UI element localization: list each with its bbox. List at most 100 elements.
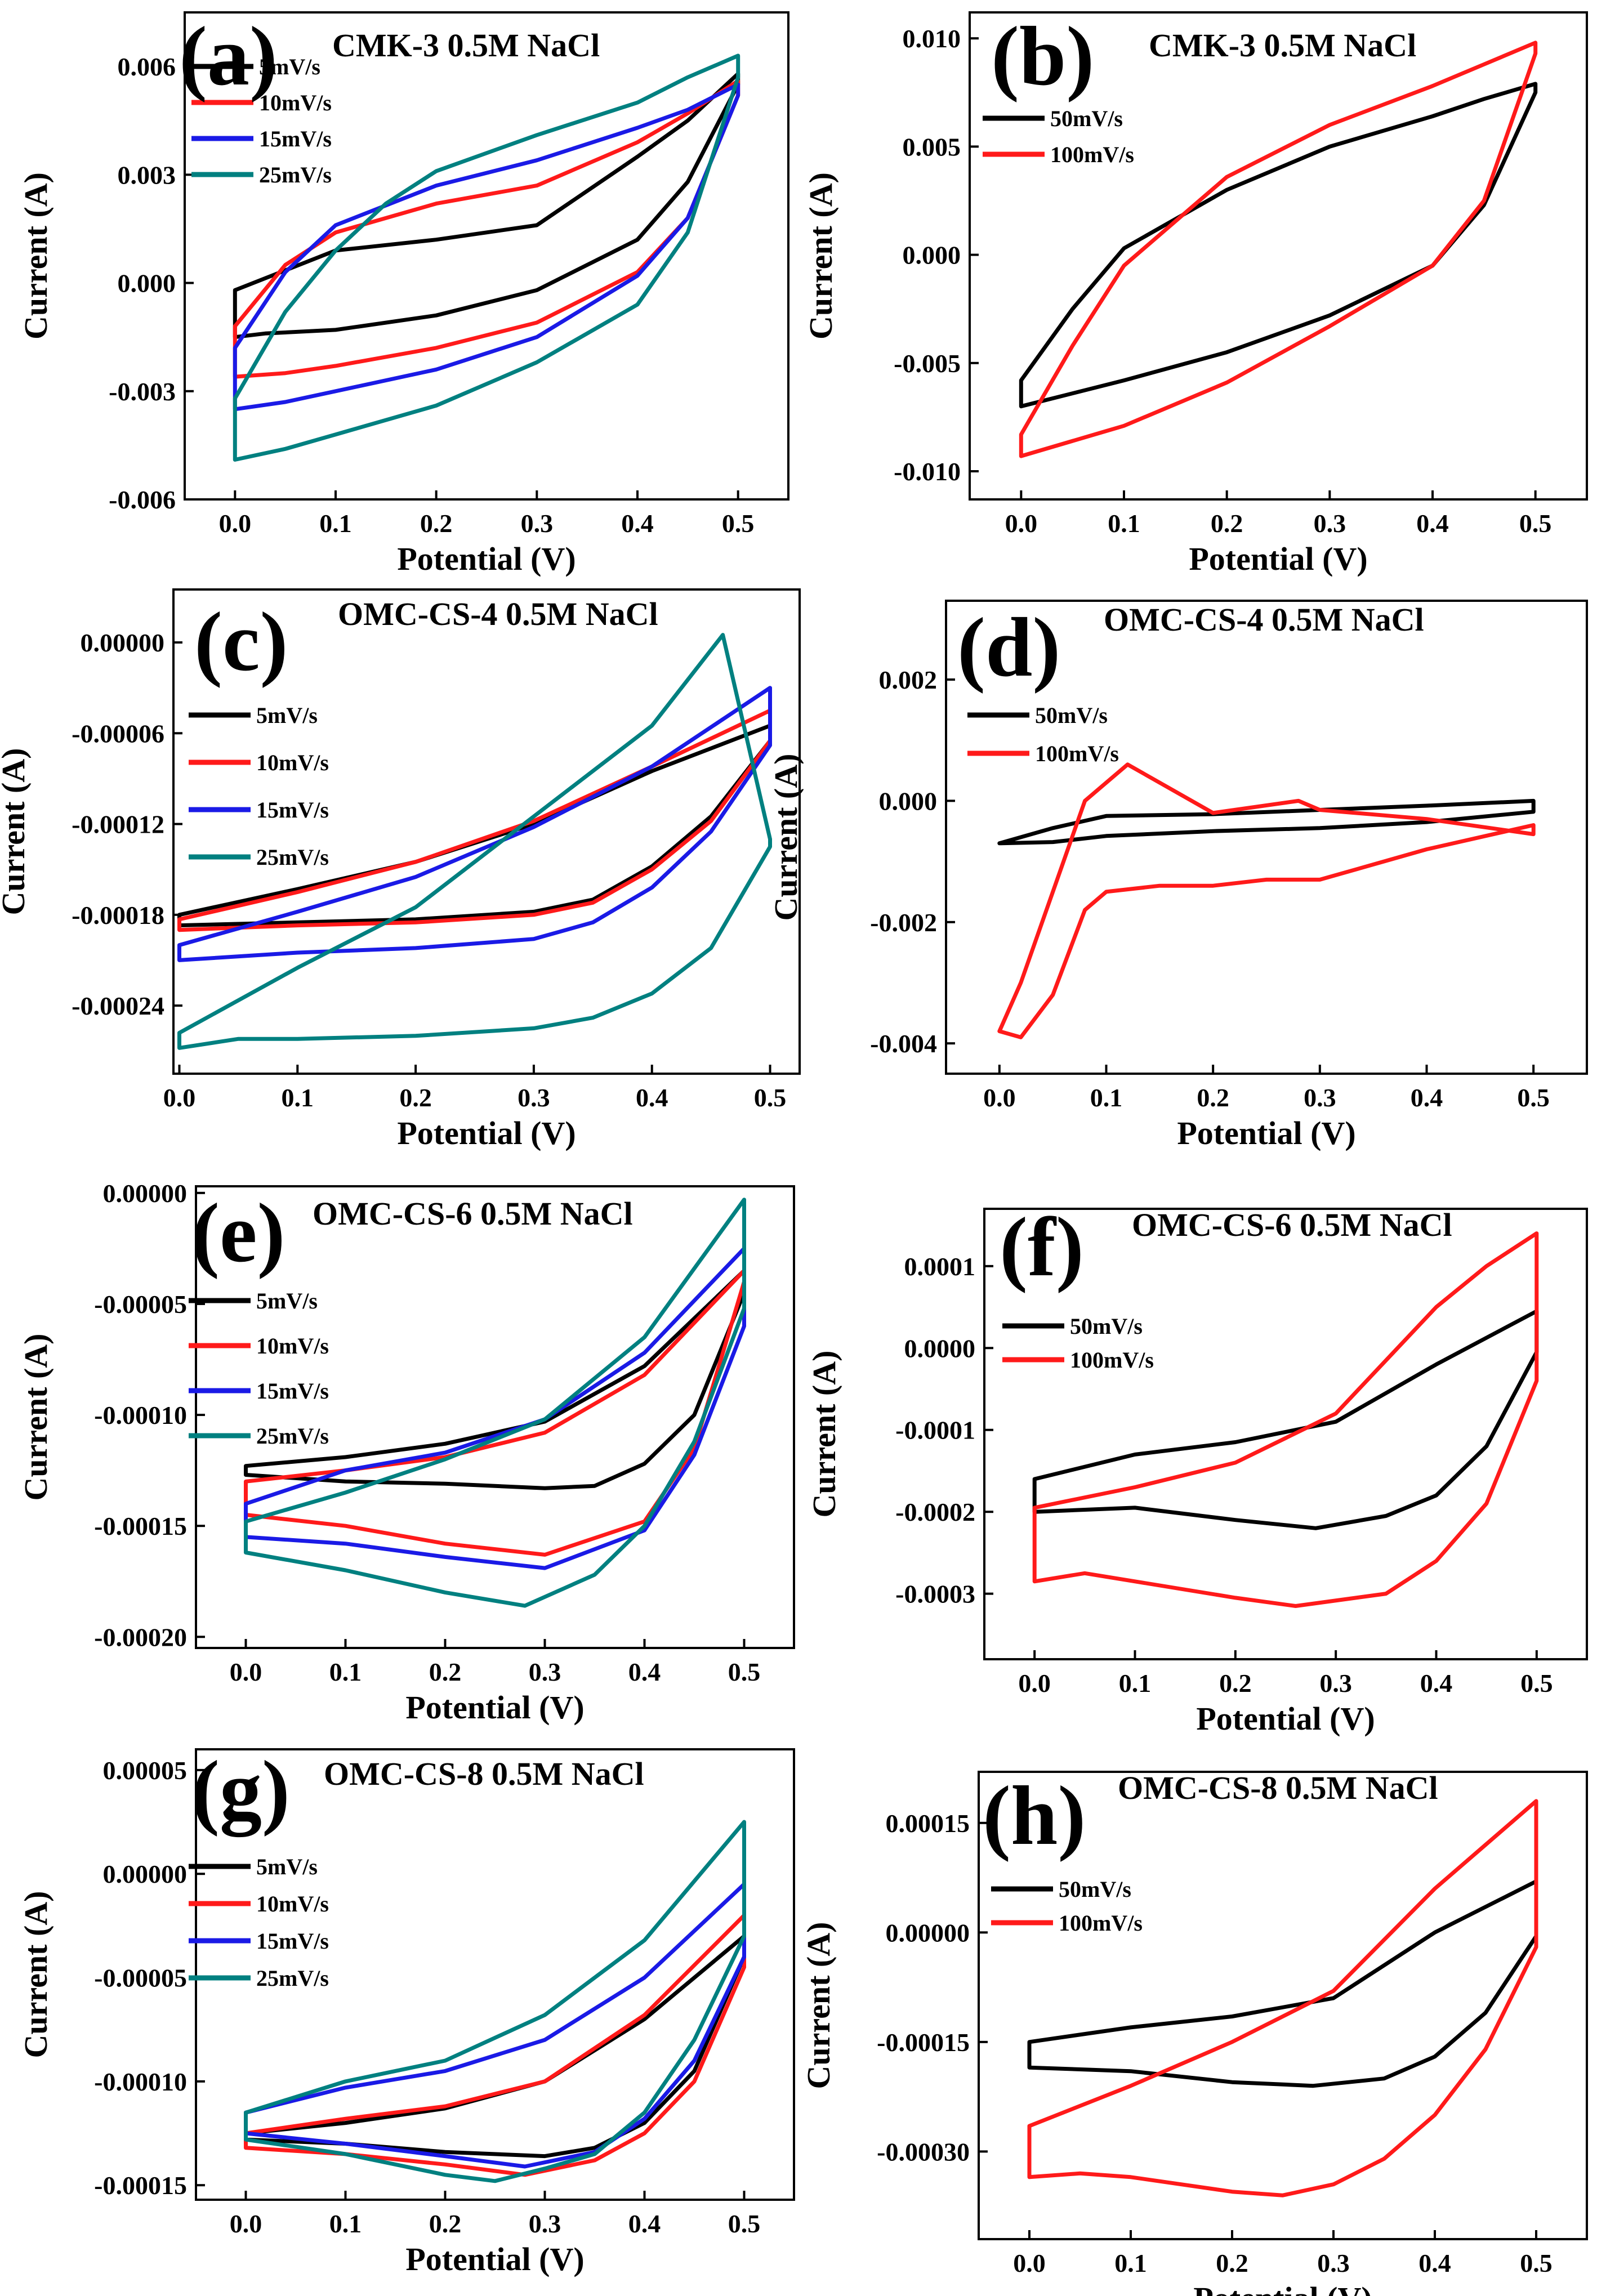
y-tick-label: -0.005 — [894, 349, 961, 378]
legend-label: 50mV/s — [1050, 106, 1123, 131]
x-axis-label: Potential (V) — [397, 1115, 576, 1151]
y-tick-label: -0.00005 — [94, 1290, 187, 1319]
y-tick-label: -0.010 — [894, 457, 961, 486]
y-tick-label: -0.00020 — [94, 1623, 187, 1651]
x-tick-label: 0.4 — [1416, 509, 1449, 538]
panel-title: OMC-CS-6 0.5M NaCl — [313, 1195, 633, 1232]
series-25mV-per-s — [233, 53, 740, 462]
x-tick-label: 0.0 — [983, 1083, 1016, 1112]
y-tick-label: -0.00015 — [94, 1512, 187, 1540]
plot-frame — [945, 600, 1588, 1075]
x-tick-label: 0.4 — [628, 1658, 661, 1686]
x-tick-label: 0.3 — [1304, 1083, 1336, 1112]
x-tick-label: 0.3 — [529, 2209, 561, 2238]
y-tick-label: -0.0003 — [895, 1580, 975, 1609]
y-axis-label: Current (A) — [806, 1351, 842, 1518]
x-axis-label: Potential (V) — [405, 1689, 584, 1726]
series-100mV-per-s — [997, 762, 1536, 1039]
legend-label: 15mV/s — [259, 126, 332, 151]
y-tick-label: -0.00010 — [94, 2067, 187, 2096]
legend-label: 100mV/s — [1059, 1910, 1143, 1936]
panel-f: 0.0 0.1 0.2 0.3 0.4 0.5 -0.0003 -0.0002 -0.0001 0… — [806, 1200, 1588, 1737]
y-tick-label: 0.005 — [903, 132, 961, 161]
legend-label: 10mV/s — [256, 1333, 329, 1359]
x-tick-label: 0.5 — [1517, 1083, 1550, 1112]
x-axis-label: Potential (V) — [397, 541, 576, 577]
y-axis-label: Current (A) — [0, 748, 32, 915]
y-axis-label: Current (A) — [768, 754, 804, 921]
legend-label: 25mV/s — [256, 1966, 329, 1991]
legend-label: 10mV/s — [256, 750, 329, 775]
x-tick-label: 0.0 — [1013, 2249, 1046, 2277]
panel-c: 0.0 0.1 0.2 0.3 0.4 0.5 -0.00024 -0.00018 -0.000… — [0, 588, 801, 1151]
panel-g: 0.0 0.1 0.2 0.3 0.4 0.5 -0.00015 -0.00010 -0.000… — [17, 1744, 795, 2277]
x-tick-label: 0.2 — [1219, 1669, 1252, 1698]
legend-label: 50mV/s — [1059, 1877, 1131, 1902]
panel-e: 0.0 0.1 0.2 0.3 0.4 0.5 -0.00020 -0.00015 -0.000… — [17, 1179, 795, 1726]
x-axis-label: Potential (V) — [1196, 1700, 1375, 1737]
x-tick-label: 0.0 — [1005, 509, 1038, 538]
legend-label: 5mV/s — [256, 1288, 318, 1314]
legend-label: 5mV/s — [256, 1854, 318, 1879]
legend-label: 15mV/s — [256, 1378, 329, 1404]
x-tick-label: 0.5 — [754, 1083, 787, 1112]
x-tick-label: 0.2 — [1216, 2249, 1248, 2277]
x-tick-label: 0.0 — [230, 2209, 262, 2238]
legend-label: 25mV/s — [256, 845, 329, 870]
y-tick-label: -0.00018 — [72, 901, 164, 930]
x-tick-label: 0.3 — [1319, 1669, 1352, 1698]
y-tick-label: 0.00015 — [886, 1809, 970, 1838]
panel-letter: (c) — [194, 595, 288, 689]
plot-frame — [172, 588, 801, 1075]
x-axis-label: Potential (V) — [1177, 1115, 1355, 1151]
legend-label: 100mV/s — [1050, 142, 1134, 167]
x-tick-label: 0.5 — [1520, 1669, 1553, 1698]
legend-label: 10mV/s — [256, 1891, 329, 1917]
y-axis-label: Current (A) — [802, 172, 839, 340]
series-15mV-per-s — [233, 82, 740, 412]
series-50mV-per-s — [997, 798, 1536, 846]
x-tick-label: 0.5 — [722, 509, 755, 538]
x-tick-label: 0.1 — [329, 2209, 362, 2238]
panel-title: OMC-CS-8 0.5M NaCl — [324, 1755, 644, 1792]
x-tick-label: 0.4 — [1411, 1083, 1443, 1112]
panel-b: 0.0 0.1 0.2 0.3 0.4 0.5 -0.010 -0.005 0.000 0.005… — [802, 10, 1588, 577]
y-tick-label: 0.0000 — [904, 1334, 976, 1363]
x-tick-label: 0.1 — [1108, 509, 1140, 538]
x-axis-label: Potential (V) — [1193, 2280, 1372, 2296]
y-axis-label: Current (A) — [17, 1334, 54, 1501]
x-tick-label: 0.3 — [521, 509, 554, 538]
panel-title: CMK-3 0.5M NaCl — [332, 27, 600, 64]
series-50mV-per-s — [1019, 82, 1538, 409]
series-15mV-per-s — [244, 1246, 746, 1570]
series-50mV-per-s — [1032, 1309, 1539, 1530]
legend-label: 10mV/s — [259, 90, 332, 115]
panel-letter: (f) — [1000, 1200, 1084, 1294]
y-tick-label: 0.002 — [879, 665, 938, 694]
x-tick-label: 0.4 — [628, 2209, 661, 2238]
x-tick-label: 0.3 — [1317, 2249, 1350, 2277]
series-25mV-per-s — [244, 1198, 746, 1608]
y-tick-label: -0.003 — [109, 377, 176, 406]
x-tick-label: 0.0 — [1018, 1669, 1051, 1698]
x-axis-label: Potential (V) — [405, 2241, 584, 2277]
y-axis-label: Current (A) — [17, 1891, 54, 2058]
y-tick-label: 0.0001 — [904, 1252, 976, 1281]
legend-label: 15mV/s — [256, 797, 329, 823]
plot-frame — [184, 11, 789, 501]
x-tick-label: 0.5 — [1519, 509, 1552, 538]
series-10mV-per-s — [244, 1268, 746, 1557]
x-tick-label: 0.5 — [728, 1658, 761, 1686]
legend-label: 25mV/s — [256, 1423, 329, 1449]
x-tick-label: 0.2 — [420, 509, 453, 538]
plot-frame — [195, 1185, 795, 1649]
panel-letter: (e) — [191, 1186, 285, 1280]
x-tick-label: 0.4 — [621, 509, 654, 538]
x-tick-label: 0.0 — [230, 1658, 262, 1686]
y-tick-label: 0.000 — [879, 787, 938, 815]
legend-label: 5mV/s — [259, 54, 320, 79]
panel-letter: (d) — [957, 601, 1060, 694]
series-25mV-per-s — [177, 633, 772, 1050]
y-tick-label: -0.00024 — [72, 991, 164, 1020]
